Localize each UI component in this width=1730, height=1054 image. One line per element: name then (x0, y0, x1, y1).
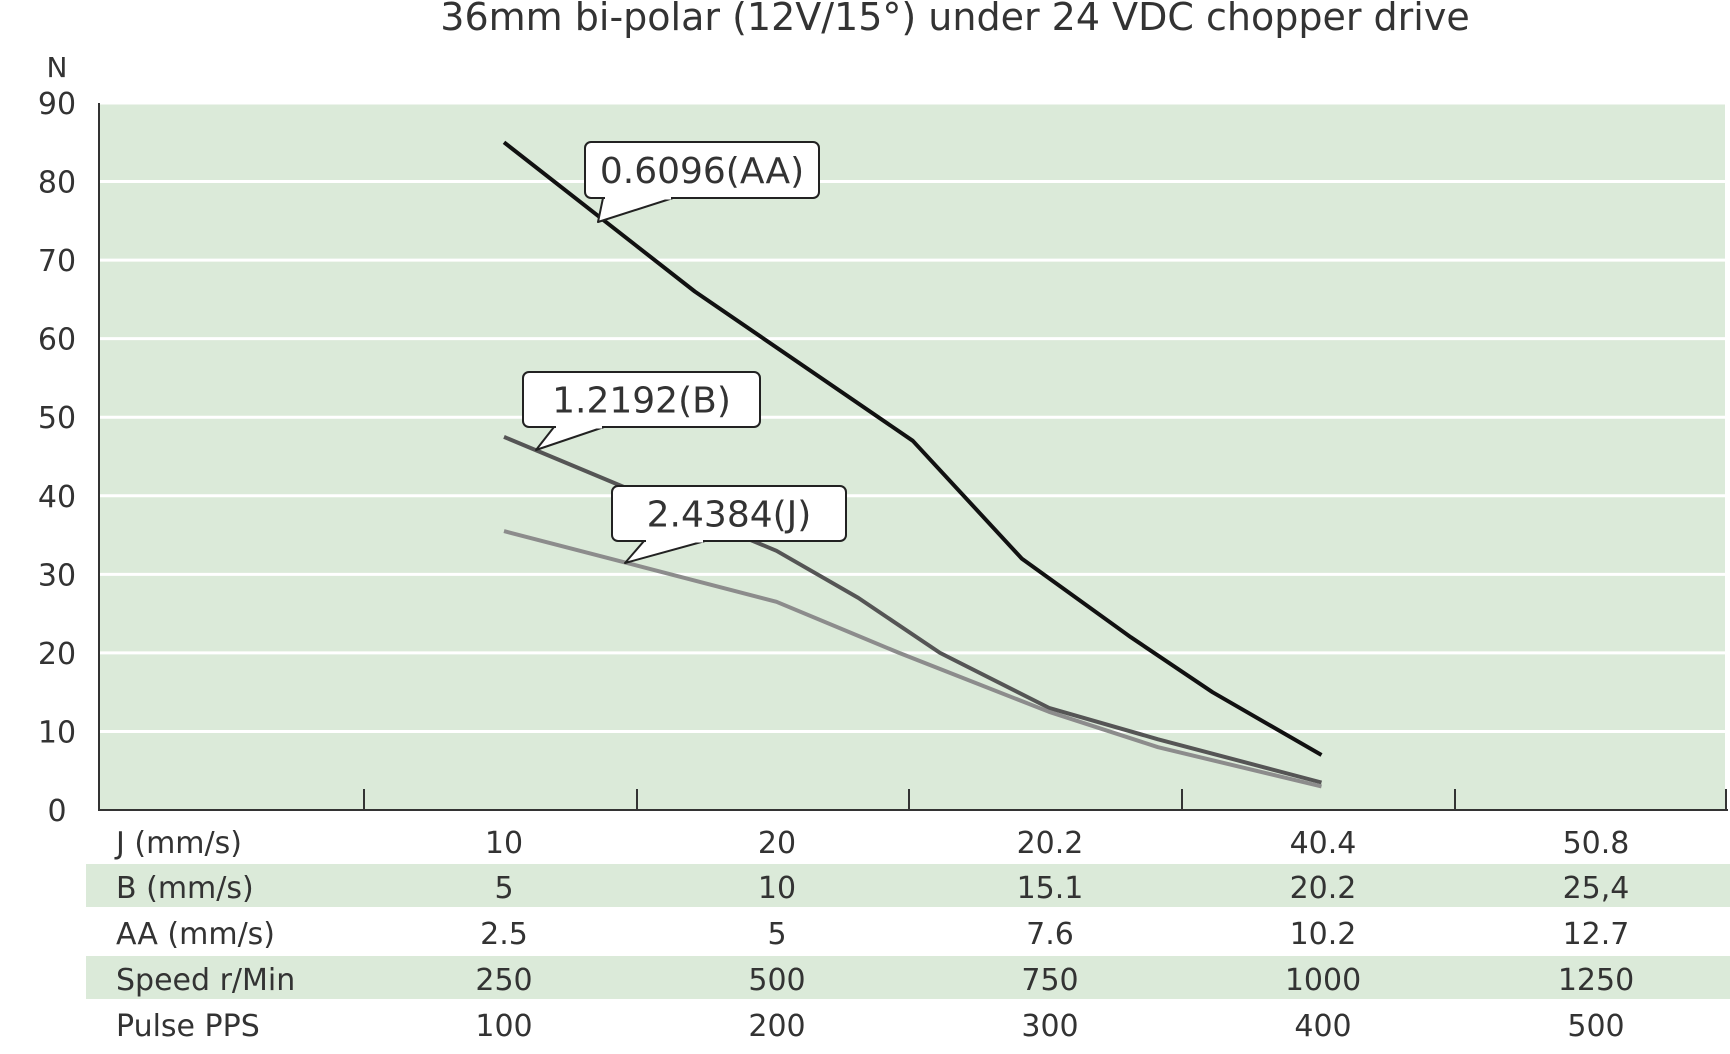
table-row-label: Speed r/Min (116, 963, 295, 998)
table-row: AA (mm/s) 2.5 5 7.6 10.2 12.7 (116, 917, 1629, 952)
chart-title: 36mm bi-polar (12V/15°) under 24 VDC cho… (440, 0, 1469, 39)
table-cell: 50.8 (1563, 826, 1630, 861)
table-cell: 200 (748, 1009, 805, 1044)
y-tick-label: 90 (38, 87, 76, 122)
callout-text: 2.4384(J) (647, 495, 812, 536)
callout: 0.6096(AA) (584, 141, 820, 223)
y-tick-label: 10 (38, 715, 76, 750)
table-row-label: AA (mm/s) (116, 917, 275, 952)
axes (98, 103, 1728, 811)
table-row-label: J (mm/s) (114, 826, 242, 861)
table-cell: 10 (758, 871, 796, 906)
table-cell: 1250 (1558, 963, 1634, 998)
series-line (502, 140, 1323, 757)
table-cell: 500 (748, 963, 805, 998)
callout: 2.4384(J) (611, 485, 847, 564)
table-cell: 750 (1021, 963, 1078, 998)
table-cell: 250 (475, 963, 532, 998)
y-tick-labels: 0 10 20 30 40 50 60 70 80 90 (38, 87, 76, 829)
y-tick-label: 0 (47, 794, 66, 829)
table-cell: 400 (1294, 1009, 1351, 1044)
y-tick-label: 20 (38, 637, 76, 672)
y-tick-label: 80 (38, 166, 76, 201)
table-row: J (mm/s) 10 20 20.2 40.4 50.8 (114, 826, 1629, 861)
series-line (503, 435, 1323, 785)
series-lines (502, 140, 1323, 789)
table-cell: 100 (475, 1009, 532, 1044)
table-cell: 5 (494, 871, 513, 906)
table-cell: 20 (758, 826, 796, 861)
table-cell: 12.7 (1563, 917, 1630, 952)
table-row: B (mm/s) 5 10 15.1 20.2 25,4 (116, 871, 1629, 906)
callout-text: 0.6096(AA) (600, 151, 804, 192)
table-cell: 1000 (1285, 963, 1361, 998)
y-tick-label: 50 (38, 401, 76, 436)
table-cell: 20.2 (1290, 871, 1357, 906)
data-table: J (mm/s) 10 20 20.2 40.4 50.8 B (mm/s) 5 10 15.1 2… (114, 826, 1634, 1044)
table-cell: 300 (1021, 1009, 1078, 1044)
table-row-band (86, 864, 1730, 907)
table-row-label: B (mm/s) (116, 871, 254, 906)
callout: 1.2192(B) (522, 371, 761, 451)
callout-box (584, 141, 820, 199)
callout-text: 1.2192(B) (552, 381, 731, 422)
table-cell: 7.6 (1026, 917, 1074, 952)
table-cell: 40.4 (1290, 826, 1357, 861)
table-cell: 10.2 (1290, 917, 1357, 952)
plot-area (99, 103, 1725, 810)
y-tick-label: 70 (38, 244, 76, 279)
table-bands (86, 864, 1730, 999)
callout-box (522, 371, 761, 428)
y-tick-label: 40 (38, 480, 76, 515)
callout-box (611, 485, 847, 542)
y-axis-label: N (47, 51, 68, 84)
table-cell: 25,4 (1563, 871, 1630, 906)
table-row: Speed r/Min 250 500 750 1000 1250 (116, 963, 1634, 998)
table-row-band (86, 956, 1730, 999)
table-cell: 15.1 (1017, 871, 1084, 906)
y-tick-label: 30 (38, 558, 76, 593)
series-line (503, 529, 1322, 789)
grid-lines (99, 101, 1725, 733)
table-cell: 5 (767, 917, 786, 952)
table-cell: 10 (485, 826, 523, 861)
table-cell: 500 (1567, 1009, 1624, 1044)
table-cell: 20.2 (1017, 826, 1084, 861)
y-tick-label: 60 (38, 323, 76, 358)
callout-labels: 0.6096(AA) 1.2192(B) 2.4384(J) (522, 141, 847, 564)
table-row-label: Pulse PPS (116, 1009, 260, 1044)
table-row: Pulse PPS 100 200 300 400 500 (116, 1009, 1625, 1044)
table-cell: 2.5 (480, 917, 528, 952)
